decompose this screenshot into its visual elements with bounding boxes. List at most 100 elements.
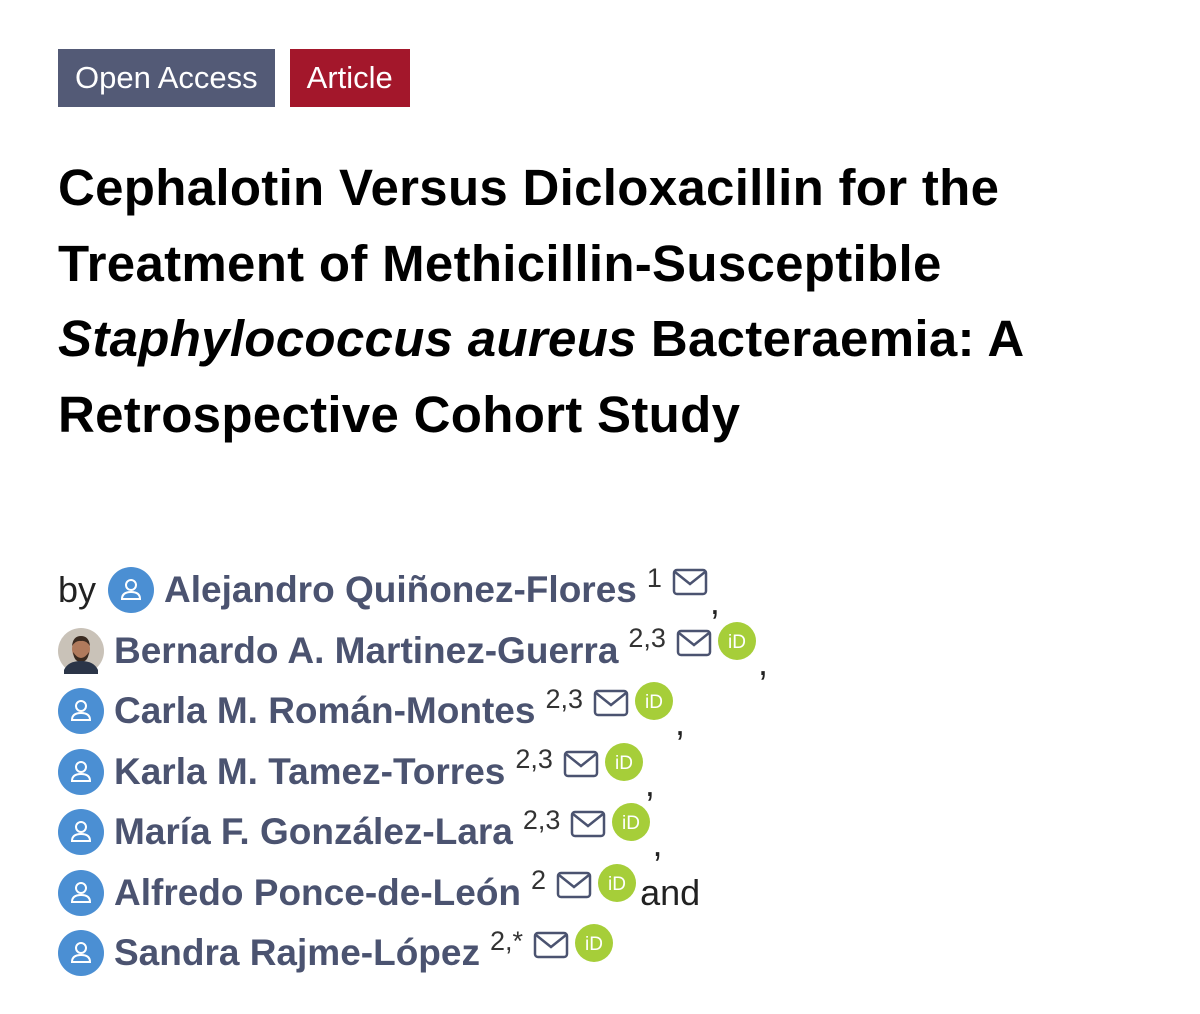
article-title: Cephalotin Versus Dicloxacillin for the …	[58, 150, 1158, 452]
avatar-shoulders	[70, 712, 92, 722]
orcid-circle	[575, 924, 614, 963]
author-avatar[interactable]	[108, 567, 155, 614]
orcid-label: iD	[585, 934, 603, 955]
email-icon[interactable]	[556, 871, 592, 899]
title-part: Cephalotin Versus Dicloxacillin for the …	[58, 159, 1000, 292]
title-italic: Staphylococcus aureus	[58, 310, 637, 367]
envelope-flap	[595, 692, 627, 707]
avatar-hair	[72, 635, 90, 646]
envelope-flap	[535, 934, 567, 949]
separator: ,	[757, 641, 768, 683]
orcid-label: iD	[622, 813, 640, 834]
author-row: Alfredo Ponce-de-León 2 iD and	[58, 863, 1158, 924]
orcid-circle	[612, 803, 651, 842]
orcid-icon[interactable]: iD	[575, 924, 614, 963]
orcid-label: iD	[728, 632, 746, 653]
author-row: Carla M. Román-Montes 2,3 iD,	[58, 681, 1158, 744]
author-avatar[interactable]	[58, 627, 104, 674]
orcid-circle	[604, 742, 643, 781]
author-list: by Alejandro Quiñonez-Flores 1, Bernardo A.…	[58, 560, 1158, 984]
avatar-shoulders	[70, 954, 92, 964]
avatar-body	[64, 660, 98, 674]
envelope-flap	[572, 813, 605, 828]
affiliation: 2,3	[515, 744, 553, 775]
by-label: by	[58, 569, 97, 611]
avatar-head	[75, 942, 87, 955]
email-icon[interactable]	[676, 629, 712, 657]
separator: and	[640, 871, 701, 913]
email-icon[interactable]	[563, 750, 599, 778]
orcid-label: iD	[608, 874, 626, 895]
avatar-face	[72, 637, 90, 660]
orcid-circle	[634, 682, 673, 721]
avatar-shoulders	[70, 833, 92, 843]
email-icon[interactable]	[672, 568, 708, 596]
separator: ,	[709, 581, 720, 623]
author-name[interactable]: Bernardo A. Martinez-Guerra	[114, 629, 619, 671]
avatar-shoulders	[70, 893, 92, 903]
author-name[interactable]: María F. González-Lara	[114, 811, 513, 853]
envelope	[563, 750, 599, 777]
orcid-circle	[717, 621, 756, 660]
avatar-head	[125, 579, 138, 592]
orcid-icon[interactable]: iD	[604, 742, 643, 781]
avatar-head	[75, 760, 87, 773]
author-avatar[interactable]	[58, 809, 104, 856]
article-badge[interactable]: Article	[289, 49, 410, 107]
envelope	[672, 569, 708, 596]
avatar-shoulders	[70, 772, 92, 782]
envelope	[556, 871, 592, 898]
author-row: María F. González-Lara 2,3 iD,	[58, 802, 1158, 865]
author-row: Bernardo A. Martinez-Guerra 2,3 iD,	[58, 621, 1158, 683]
envelope-flap	[565, 752, 597, 768]
affiliation: 2,3	[628, 623, 666, 654]
orcid-label: iD	[615, 753, 633, 774]
avatar-head	[75, 700, 87, 713]
affiliation: 2,3	[545, 683, 583, 714]
orcid-icon[interactable]: iD	[598, 863, 637, 902]
avatar-head	[75, 881, 87, 894]
author-name[interactable]: Karla M. Tamez-Torres	[114, 750, 506, 792]
envelope	[593, 690, 629, 717]
author-avatar[interactable]	[58, 688, 104, 735]
title-part: Bacteraemia: A Retrospective Cohort Stud…	[58, 310, 1023, 443]
envelope	[533, 932, 569, 959]
envelope-flap	[674, 571, 706, 586]
email-icon[interactable]	[533, 931, 569, 959]
affiliation: 2,3	[522, 804, 561, 835]
author-name[interactable]: Alejandro Quiñonez-Flores	[164, 569, 637, 611]
affiliation: 1	[646, 562, 662, 593]
author-name[interactable]: Carla M. Román-Montes	[114, 690, 536, 732]
envelope-flap	[678, 631, 710, 647]
author-name[interactable]: Alfredo Ponce-de-León	[114, 871, 522, 913]
affiliation: 2,*	[489, 925, 524, 956]
envelope-flap	[558, 873, 590, 889]
email-icon[interactable]	[593, 689, 629, 717]
author-name[interactable]: Sandra Rajme-López	[114, 932, 480, 974]
orcid-icon[interactable]: iD	[717, 621, 756, 660]
open-access-badge[interactable]: Open Access	[58, 49, 275, 107]
orcid-circle	[598, 863, 637, 902]
badges: Open Access Article	[58, 49, 410, 107]
author-row: by Alejandro Quiñonez-Flores 1,	[58, 560, 1158, 623]
author-avatar[interactable]	[58, 869, 104, 916]
author-avatar[interactable]	[58, 930, 104, 977]
envelope	[571, 811, 606, 838]
email-icon[interactable]	[570, 810, 606, 838]
author-row: Karla M. Tamez-Torres 2,3 iD,	[58, 742, 1158, 804]
orcid-icon[interactable]: iD	[634, 682, 673, 721]
avatar-shoulders	[121, 591, 142, 601]
affiliation: 2	[531, 865, 547, 896]
author-row: Sandra Rajme-López 2,* iD	[58, 923, 1158, 984]
orcid-label: iD	[645, 692, 663, 713]
separator: ,	[644, 762, 655, 804]
separator: ,	[652, 823, 663, 865]
orcid-icon[interactable]: iD	[612, 803, 651, 842]
separator: ,	[674, 702, 685, 744]
envelope	[676, 629, 712, 656]
avatar-beard	[73, 651, 89, 662]
avatar-head	[75, 821, 87, 834]
author-avatar[interactable]	[58, 748, 104, 795]
